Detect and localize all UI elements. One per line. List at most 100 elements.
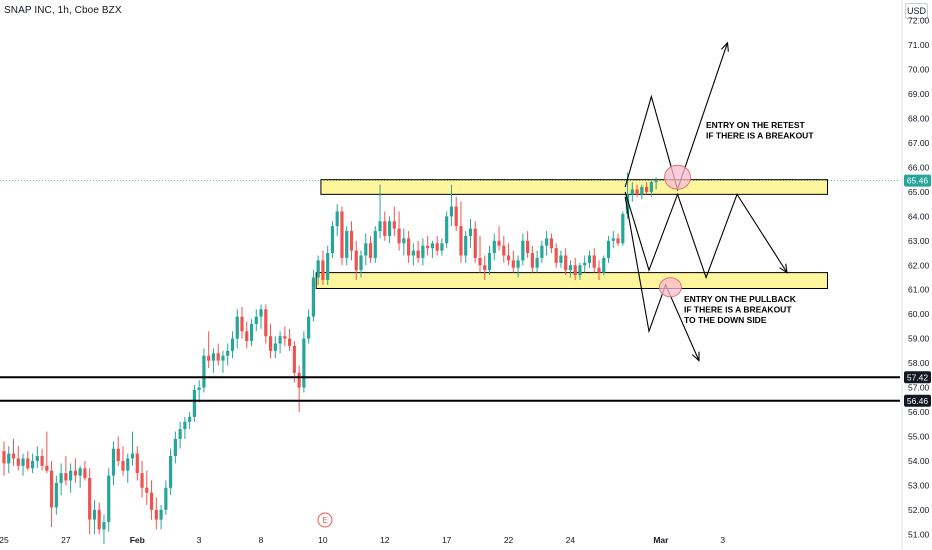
candle-body bbox=[311, 277, 315, 317]
candle-body bbox=[559, 255, 563, 263]
price-tags-layer: 65.46 57.42 56.46 bbox=[904, 174, 931, 407]
y-tick-label: 69.00 bbox=[908, 89, 930, 99]
candle-body bbox=[645, 187, 649, 192]
candle-body bbox=[92, 509, 97, 520]
candle-body bbox=[411, 250, 415, 256]
candle-body bbox=[45, 465, 49, 471]
candle-body bbox=[511, 260, 515, 268]
candle-body bbox=[154, 509, 158, 520]
candle-body bbox=[492, 240, 496, 254]
candle-body bbox=[597, 267, 601, 273]
candle-body bbox=[426, 245, 430, 249]
candle-body bbox=[407, 238, 411, 256]
candle-body bbox=[326, 253, 330, 280]
candle-body bbox=[97, 509, 101, 530]
candle-body bbox=[502, 245, 506, 256]
candle-body bbox=[78, 468, 82, 476]
candle-body bbox=[107, 475, 111, 523]
candle-body bbox=[397, 228, 401, 244]
x-tick-label: 24 bbox=[566, 535, 576, 545]
candle-body bbox=[21, 458, 25, 466]
candle-body bbox=[440, 243, 444, 251]
candle-body bbox=[630, 189, 634, 195]
y-tick-label: 57.00 bbox=[908, 383, 930, 393]
candle-body bbox=[173, 438, 177, 457]
y-tick-label: 63.00 bbox=[908, 236, 930, 246]
candle-body bbox=[568, 265, 573, 271]
candle-body bbox=[430, 243, 434, 249]
x-tick-label: 8 bbox=[259, 535, 264, 545]
y-tick-label: 60.00 bbox=[908, 309, 930, 319]
candle-body bbox=[88, 478, 92, 520]
candle-body bbox=[159, 509, 163, 520]
y-tick-label: 72.00 bbox=[908, 16, 930, 26]
candle-body bbox=[359, 255, 363, 271]
candle-body bbox=[549, 238, 553, 249]
candle-body bbox=[583, 262, 587, 266]
candle-body bbox=[307, 316, 311, 339]
candle-body bbox=[545, 238, 549, 246]
candle-body bbox=[2, 451, 6, 464]
candle-body bbox=[230, 338, 235, 351]
y-tick-label: 56.00 bbox=[908, 407, 930, 417]
level-tag-label: 56.46 bbox=[907, 396, 929, 406]
range-path bbox=[624, 191, 788, 280]
candle-body bbox=[364, 243, 368, 256]
candle-body bbox=[59, 473, 63, 483]
candle-body bbox=[211, 353, 216, 361]
candle-body bbox=[416, 250, 420, 258]
y-tick-label: 66.00 bbox=[908, 162, 930, 172]
candle-body bbox=[649, 182, 653, 192]
pullback-marker-circle bbox=[658, 277, 682, 298]
candle-body bbox=[183, 421, 187, 430]
candle-body bbox=[111, 448, 116, 476]
candle-body bbox=[50, 470, 54, 508]
y-tick-label: 70.00 bbox=[908, 65, 930, 75]
candle-body bbox=[449, 206, 454, 217]
x-tick-label: 22 bbox=[504, 535, 514, 545]
earnings-event-label: E bbox=[322, 516, 327, 525]
candle-body bbox=[135, 453, 139, 474]
candle-body bbox=[625, 194, 630, 214]
candle-body bbox=[130, 453, 135, 459]
candle-body bbox=[302, 338, 306, 388]
candle-body bbox=[102, 522, 106, 530]
candle-body bbox=[345, 231, 349, 258]
earnings-event-icon bbox=[317, 512, 333, 528]
candle-body bbox=[288, 338, 292, 346]
candle-body bbox=[126, 458, 130, 471]
last-price-tag bbox=[904, 174, 931, 187]
candle-body bbox=[11, 453, 16, 459]
candle-body bbox=[207, 355, 211, 361]
y-tick-label: 55.00 bbox=[908, 431, 930, 441]
candle-body bbox=[421, 245, 425, 258]
candle-body bbox=[330, 226, 335, 254]
candle-body bbox=[635, 189, 639, 195]
y-tick-label: 67.00 bbox=[908, 138, 930, 148]
x-tick-label: 3 bbox=[197, 535, 202, 545]
x-tick-label: 12 bbox=[380, 535, 390, 545]
y-tick-label: 52.00 bbox=[908, 505, 930, 515]
pullback-note: ENTRY ON THE PULLBACK IF THERE IS A BREAK… bbox=[684, 294, 797, 325]
candle-body bbox=[26, 458, 30, 469]
pullback-note-line: TO THE DOWN SIDE bbox=[684, 315, 767, 325]
y-tick-label: 65.00 bbox=[908, 187, 930, 197]
level-tag bbox=[904, 394, 931, 407]
candle-body bbox=[164, 487, 168, 510]
candle-body bbox=[7, 453, 11, 464]
pullback-note-line: IF THERE IS A BREAKOUT bbox=[684, 305, 792, 315]
candle-body bbox=[611, 238, 615, 241]
candle-body bbox=[592, 255, 596, 268]
candle-body bbox=[468, 228, 473, 236]
candle-body bbox=[578, 265, 582, 276]
currency-label[interactable]: USD bbox=[905, 3, 928, 19]
candle-body bbox=[202, 355, 206, 388]
last-price-tag-label: 65.46 bbox=[907, 176, 929, 186]
y-tick-label: 64.00 bbox=[908, 211, 930, 221]
y-tick-label: 61.00 bbox=[908, 285, 930, 295]
candle-body bbox=[292, 345, 296, 373]
candle-body bbox=[216, 353, 220, 361]
candle-body bbox=[264, 309, 268, 337]
candle-body bbox=[149, 492, 154, 510]
